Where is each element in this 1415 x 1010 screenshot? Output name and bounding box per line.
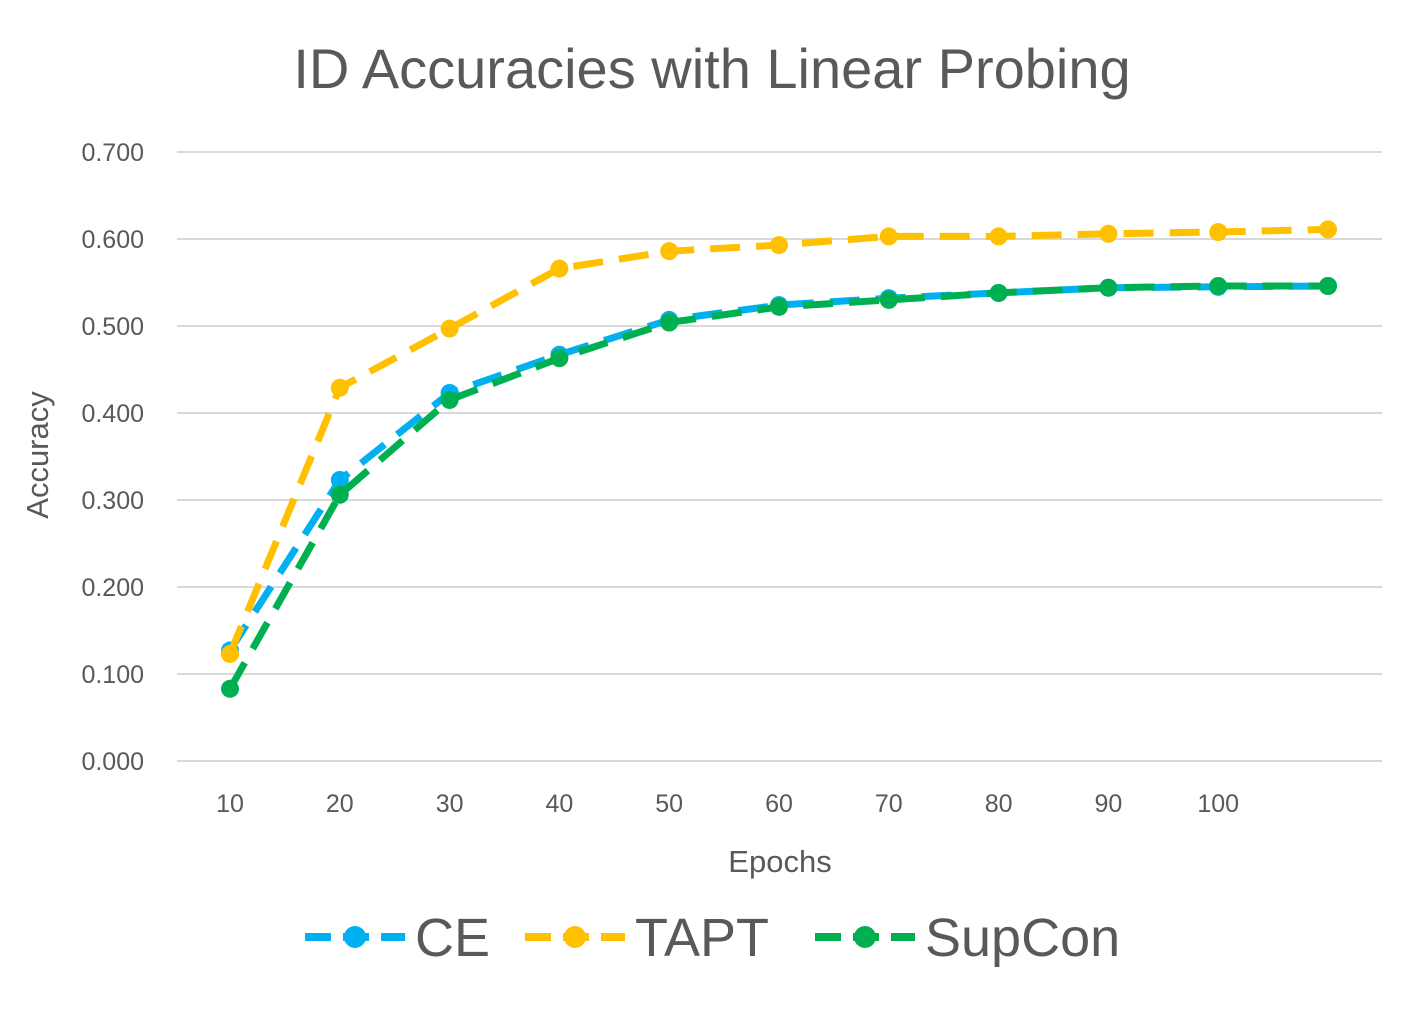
- data-point: [770, 236, 788, 255]
- y-axis-ticks: 0.000 0.100 0.200 0.300 0.400 0.500 0.600 0.700: [81, 139, 144, 776]
- x-tick-label: 50: [655, 790, 683, 818]
- data-point: [330, 485, 349, 504]
- x-tick-label: 20: [326, 790, 354, 818]
- data-point: [1099, 278, 1118, 297]
- series-supcon: [221, 276, 1337, 698]
- x-tick-label: 80: [985, 790, 1013, 818]
- series-line: [227, 282, 1329, 653]
- legend-item-supcon: SupCon: [815, 908, 1120, 968]
- legend-label: TAPT: [635, 908, 769, 968]
- y-tick-label: 0.500: [81, 313, 144, 341]
- data-point: [440, 319, 459, 338]
- legend: CE TAPT SupCon: [305, 908, 1120, 968]
- y-tick-label: 0.300: [81, 487, 144, 515]
- y-axis-label: Accuracy: [20, 391, 55, 519]
- data-point: [879, 227, 898, 246]
- data-point: [550, 259, 569, 278]
- x-tick-label: 90: [1094, 790, 1122, 818]
- series-line: [226, 282, 1328, 691]
- data-point: [989, 227, 1008, 246]
- data-point: [1319, 276, 1337, 295]
- data-point: [330, 378, 349, 397]
- x-tick-label: 100: [1197, 790, 1239, 818]
- data-point: [660, 313, 679, 332]
- data-point: [1209, 276, 1228, 295]
- y-tick-label: 0.100: [81, 661, 144, 689]
- data-point: [1319, 220, 1337, 239]
- legend-item-tapt: TAPT: [525, 908, 769, 968]
- series-ce: [221, 276, 1337, 660]
- data-point: [550, 349, 569, 368]
- legend-marker: [564, 926, 586, 948]
- data-point: [330, 470, 349, 489]
- y-tick-label: 0.400: [81, 400, 144, 428]
- data-point: [770, 297, 788, 316]
- legend-label: CE: [415, 908, 490, 968]
- y-tick-label: 0.200: [81, 574, 144, 602]
- data-point: [221, 644, 239, 663]
- data-point: [1209, 223, 1228, 242]
- x-axis-ticks: 10 20 30 40 50 60 70 80 90 100: [216, 790, 1239, 818]
- series-line: [226, 225, 1329, 656]
- series-tapt: [221, 220, 1337, 663]
- y-tick-label: 0.700: [81, 139, 144, 167]
- x-tick-label: 40: [545, 790, 573, 818]
- y-tick-label: 0.600: [81, 226, 144, 254]
- legend-marker: [854, 926, 876, 948]
- x-tick-label: 60: [765, 790, 793, 818]
- data-point: [221, 679, 239, 698]
- data-point: [440, 390, 459, 409]
- data-point: [989, 283, 1008, 302]
- x-tick-label: 70: [875, 790, 903, 818]
- x-tick-label: 10: [216, 790, 244, 818]
- legend-item-ce: CE: [305, 908, 490, 968]
- data-point: [879, 290, 898, 309]
- chart-title: ID Accuracies with Linear Probing: [293, 37, 1130, 100]
- x-axis-label: Epochs: [728, 844, 831, 879]
- gridlines: [177, 151, 1382, 762]
- x-tick-label: 30: [436, 790, 464, 818]
- y-tick-label: 0.000: [81, 748, 144, 776]
- series-group: [221, 220, 1337, 698]
- legend-label: SupCon: [925, 908, 1120, 968]
- data-point: [660, 242, 679, 261]
- legend-marker: [344, 926, 366, 948]
- data-point: [1099, 224, 1118, 243]
